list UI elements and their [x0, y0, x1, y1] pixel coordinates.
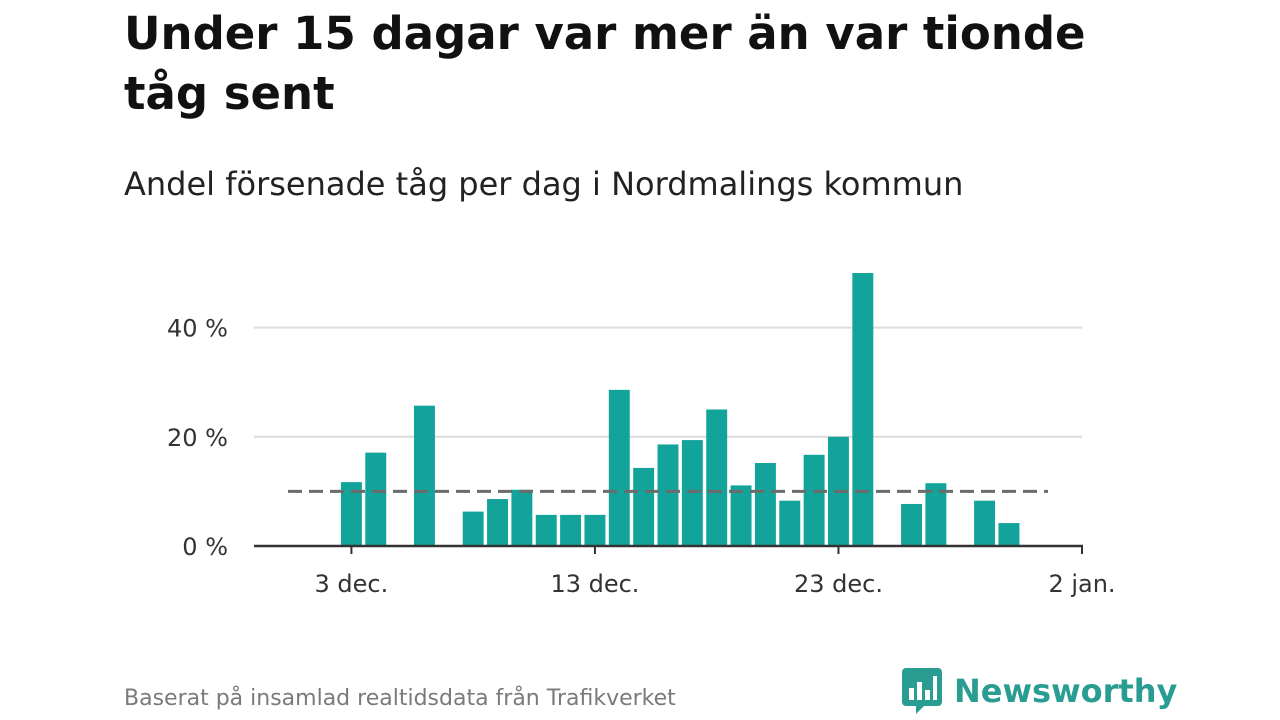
bars	[340, 273, 1020, 546]
axes	[254, 544, 1083, 554]
brand-logo: Newsworthy	[902, 668, 1177, 714]
bar	[365, 452, 387, 546]
bar	[779, 500, 801, 546]
bar	[657, 444, 679, 546]
bar	[803, 454, 825, 546]
bar	[730, 485, 752, 546]
bar	[681, 440, 703, 546]
bar	[560, 514, 582, 546]
bar	[608, 389, 630, 546]
source-note: Baserat på insamlad realtidsdata från Tr…	[124, 686, 676, 711]
chart-title: Under 15 dagar var mer än var tionde tåg…	[124, 7, 1086, 120]
tick-labels: 0 % 20 % 40 % 3 dec. 13 dec. 23 dec. 2 jan.	[167, 315, 1116, 598]
grid-lines	[254, 326, 1082, 438]
bar	[998, 523, 1020, 546]
bar	[535, 514, 557, 546]
bar	[633, 467, 655, 546]
bar	[487, 499, 509, 546]
x-tick-label: 13 dec.	[550, 570, 639, 598]
chart-subtitle: Andel försenade tåg per dag i Nordmaling…	[124, 165, 964, 203]
bar	[462, 511, 484, 546]
newsworthy-logo-icon	[902, 668, 942, 714]
bar	[901, 503, 923, 546]
brand-name: Newsworthy	[954, 672, 1178, 710]
x-tick-label: 3 dec.	[315, 570, 389, 598]
bar	[974, 500, 996, 546]
x-tick-label: 23 dec.	[794, 570, 883, 598]
bar	[706, 409, 728, 546]
y-tick-label: 40 %	[167, 315, 228, 343]
y-tick-label: 20 %	[167, 424, 228, 452]
bar	[754, 463, 776, 546]
bar	[413, 405, 435, 546]
bar	[340, 482, 362, 546]
bar	[584, 514, 606, 546]
y-tick-label: 0 %	[182, 533, 228, 561]
x-tick-label: 2 jan.	[1048, 570, 1115, 598]
bar	[511, 489, 533, 546]
bar	[925, 483, 947, 546]
bar	[852, 273, 874, 546]
